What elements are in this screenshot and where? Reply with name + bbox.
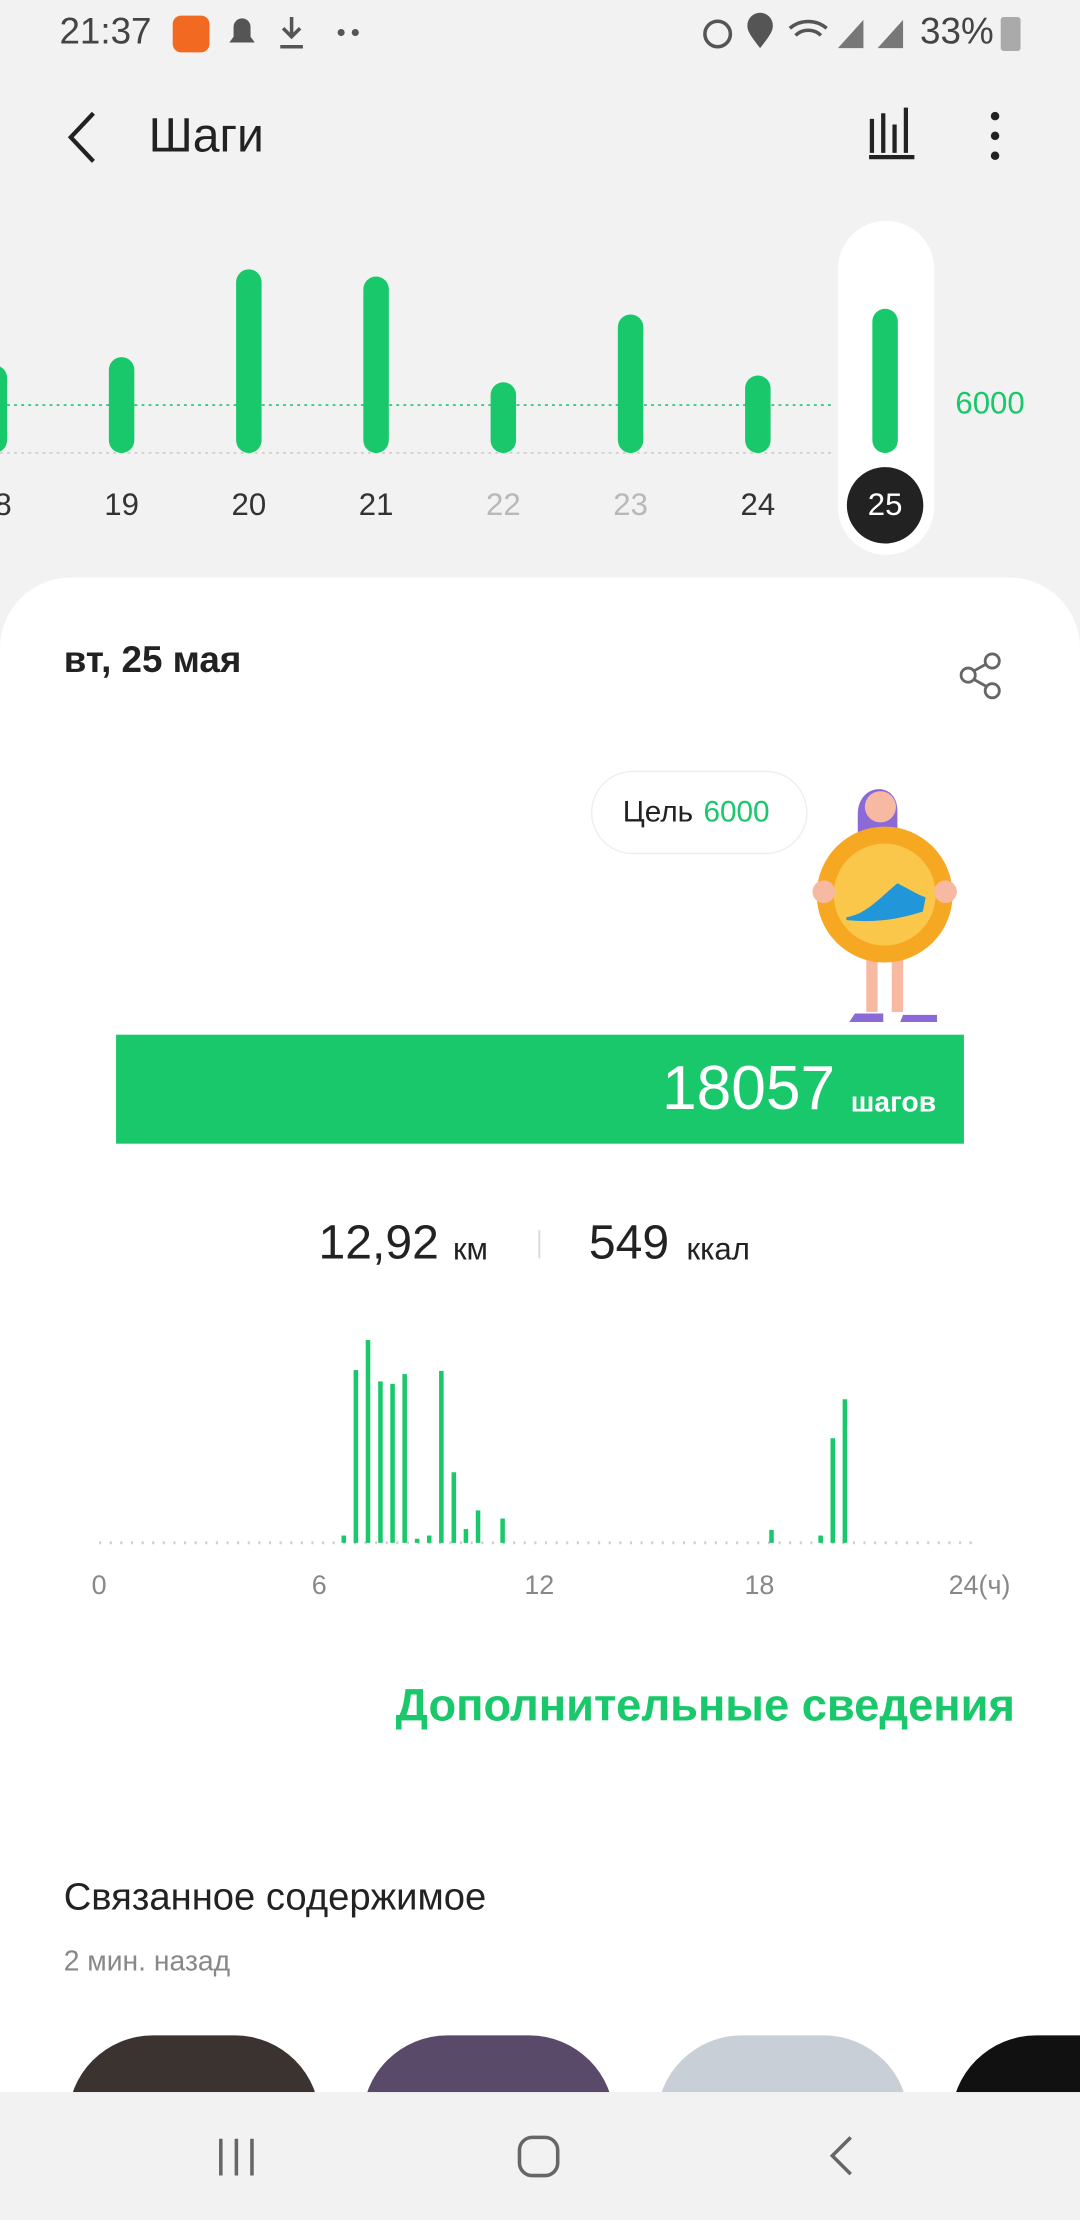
calories-unit: ккал xyxy=(686,1231,749,1266)
x-tick-label: 12 xyxy=(524,1570,554,1600)
bar xyxy=(426,1535,432,1543)
more-button[interactable] xyxy=(990,111,1000,160)
bar xyxy=(353,1370,359,1543)
date: вт, 25 мая xyxy=(64,639,242,680)
x-tick-label: 0 xyxy=(92,1570,107,1600)
day-label: 22 xyxy=(486,487,521,522)
bar xyxy=(769,1529,774,1543)
bar xyxy=(439,1370,444,1543)
bar xyxy=(490,382,517,453)
x-tick-label: 18 xyxy=(744,1570,774,1600)
battery-level: 33% xyxy=(920,11,994,52)
selected-day-marker xyxy=(846,467,924,544)
bar xyxy=(745,375,771,453)
related-title: Связанное содержимое xyxy=(64,1876,487,1919)
bar xyxy=(818,1535,823,1543)
nav-back-button[interactable] xyxy=(829,2136,852,2176)
bar xyxy=(842,1399,848,1543)
card xyxy=(0,577,1080,2220)
wifi-icon xyxy=(788,19,828,37)
bar xyxy=(872,308,898,453)
bar xyxy=(475,1510,481,1543)
day-label: 21 xyxy=(359,487,394,522)
day-label: 24 xyxy=(741,487,776,522)
bell-icon xyxy=(229,18,255,43)
dots-icon xyxy=(351,29,359,37)
home-button[interactable] xyxy=(517,2135,560,2178)
bar xyxy=(463,1529,469,1543)
steps-unit: шагов xyxy=(851,1086,936,1118)
status-time: 21:37 xyxy=(59,11,151,52)
bar xyxy=(0,366,8,452)
distance-unit: км xyxy=(453,1231,488,1266)
battery-icon xyxy=(1000,16,1021,51)
bar xyxy=(365,1340,371,1543)
goal-label: Цель xyxy=(623,796,693,829)
goal-value: 6000 xyxy=(703,796,769,829)
related-time: 2 мин. назад xyxy=(64,1945,231,1977)
bar xyxy=(363,276,389,453)
nav-bar xyxy=(0,2092,1080,2220)
app-icon xyxy=(172,15,210,53)
bar xyxy=(378,1381,383,1543)
bar xyxy=(390,1383,395,1543)
calories: 549 xyxy=(589,1215,669,1269)
steps-bar xyxy=(116,1034,964,1144)
goal-bubble xyxy=(590,770,808,855)
hourly-chart: 0 6 12 18 24(ч) xyxy=(92,1340,1011,1600)
x-tick-label: 24(ч) xyxy=(949,1570,1011,1600)
back-button[interactable] xyxy=(67,111,95,163)
steps-count: 18057 xyxy=(662,1054,835,1123)
bar xyxy=(402,1374,407,1543)
bar xyxy=(500,1518,505,1543)
day-label: 20 xyxy=(232,487,267,522)
location-icon xyxy=(747,12,773,49)
bar xyxy=(108,357,135,453)
day-label: 25 xyxy=(868,487,903,522)
dots-icon xyxy=(337,29,345,37)
bar xyxy=(341,1535,347,1543)
bar xyxy=(451,1472,457,1543)
bar xyxy=(414,1538,420,1543)
day-label: 18 xyxy=(0,487,12,522)
bar xyxy=(830,1438,836,1543)
alarm-icon xyxy=(703,19,733,49)
illustration xyxy=(812,789,957,1022)
goal-line-label: 6000 xyxy=(955,385,1024,420)
daily-chart: 6000 18 19 20 21 22 23 24 25 xyxy=(0,269,1025,544)
more-details-link[interactable]: Дополнительные сведения xyxy=(396,1679,1015,1730)
day-label: 19 xyxy=(104,487,139,522)
x-tick-label: 6 xyxy=(312,1570,327,1600)
distance: 12,92 xyxy=(318,1215,438,1269)
page-title: Шаги xyxy=(149,108,264,162)
bar xyxy=(617,314,644,453)
bar xyxy=(236,269,262,453)
signal-icon xyxy=(837,19,904,49)
download-icon xyxy=(280,16,303,49)
chart-button[interactable] xyxy=(869,107,915,160)
share-button[interactable] xyxy=(959,652,1001,700)
recents-button[interactable] xyxy=(219,2138,254,2176)
day-label: 23 xyxy=(613,487,648,522)
